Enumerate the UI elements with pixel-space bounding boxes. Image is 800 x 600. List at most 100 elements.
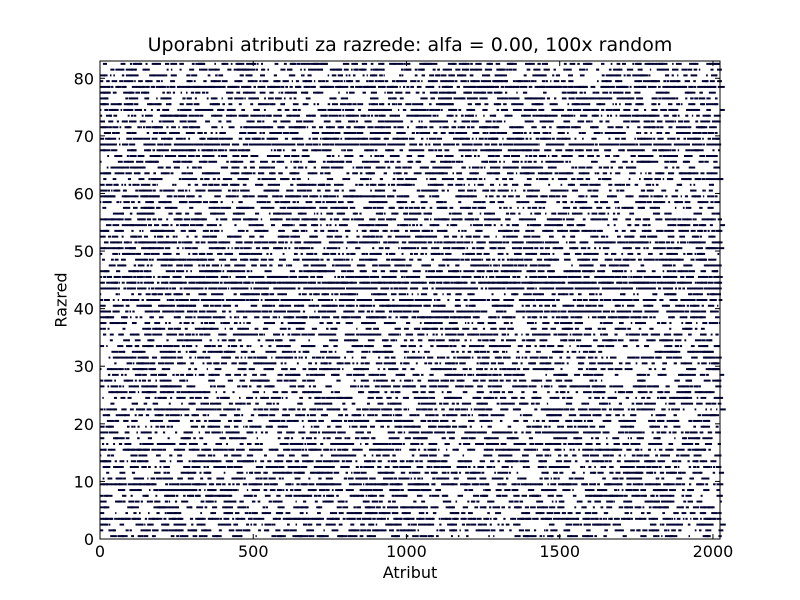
heatmap-cell — [578, 448, 580, 451]
heatmap-cell — [179, 442, 184, 445]
heatmap-cell — [428, 316, 432, 319]
heatmap-cell — [191, 322, 195, 325]
heatmap-cell — [380, 517, 386, 520]
heatmap-cell — [440, 477, 446, 480]
heatmap-cell — [154, 414, 162, 417]
heatmap-cell — [215, 535, 222, 538]
heatmap-cell — [536, 350, 539, 353]
heatmap-cell — [497, 460, 500, 463]
heatmap-cell — [195, 333, 198, 336]
heatmap-cell — [526, 322, 534, 325]
heatmap-cell — [625, 396, 630, 399]
heatmap-cell — [360, 523, 365, 526]
heatmap-cell — [277, 454, 284, 457]
heatmap-cell — [100, 506, 108, 509]
heatmap-cell — [371, 500, 379, 503]
heatmap-cell — [272, 316, 278, 319]
heatmap-cell — [445, 517, 452, 520]
heatmap-cell — [248, 431, 253, 434]
heatmap-row-40 — [100, 304, 719, 307]
heatmap-cell — [504, 489, 511, 492]
heatmap-cell — [618, 454, 622, 457]
heatmap-cell — [356, 299, 363, 301]
heatmap-cell — [106, 494, 113, 497]
heatmap-cell — [304, 299, 311, 301]
heatmap-cell — [131, 350, 138, 353]
heatmap-cell — [412, 373, 420, 376]
heatmap-cell — [278, 477, 282, 480]
heatmap-cell — [549, 494, 554, 497]
heatmap-cell — [312, 385, 317, 388]
heatmap-cell — [513, 379, 517, 382]
heatmap-cell — [415, 327, 421, 330]
heatmap-cell — [513, 293, 519, 296]
heatmap-cell — [302, 425, 305, 428]
heatmap-cell — [516, 448, 521, 451]
heatmap-cell — [122, 299, 126, 301]
heatmap-cell — [302, 310, 306, 313]
heatmap-cell — [327, 431, 332, 434]
heatmap-cell — [697, 471, 702, 474]
heatmap-cell — [371, 477, 376, 480]
heatmap-cell — [611, 483, 619, 486]
heatmap-cell — [364, 333, 372, 336]
heatmap-cell — [590, 437, 594, 440]
heatmap-cell — [531, 425, 539, 428]
heatmap-cell — [154, 419, 157, 422]
heatmap-cell — [265, 350, 270, 353]
heatmap-cell — [548, 419, 552, 422]
heatmap-cell — [456, 408, 461, 411]
heatmap-cell — [289, 379, 294, 382]
heatmap-cell — [134, 373, 142, 376]
heatmap-cell — [113, 408, 116, 411]
heatmap-cell — [598, 448, 602, 451]
heatmap-cell — [675, 356, 682, 359]
heatmap-cell — [629, 471, 634, 474]
heatmap-cell — [572, 494, 577, 497]
heatmap-cell — [311, 471, 315, 474]
heatmap-cell — [392, 299, 395, 301]
heatmap-cell — [158, 362, 165, 365]
heatmap-cell — [384, 385, 391, 388]
heatmap-cell — [631, 454, 636, 457]
heatmap-cell — [309, 287, 317, 290]
heatmap-cell — [316, 483, 323, 486]
heatmap-cell — [326, 517, 334, 520]
heatmap-cell — [276, 333, 281, 336]
heatmap-cell — [430, 448, 437, 451]
heatmap-cell — [195, 310, 197, 313]
heatmap-cell — [547, 414, 555, 417]
heatmap-cell — [639, 391, 645, 394]
heatmap-cell — [690, 517, 692, 520]
heatmap-cell — [622, 419, 629, 422]
heatmap-cell — [318, 419, 324, 422]
heatmap-cell — [263, 391, 266, 394]
heatmap-cell — [626, 466, 630, 469]
heatmap-cell — [635, 316, 641, 319]
heatmap-row-42 — [100, 293, 722, 296]
heatmap-cell — [255, 293, 260, 296]
heatmap-cell — [272, 402, 275, 405]
heatmap-cell — [369, 431, 371, 434]
heatmap-cell — [163, 466, 170, 469]
heatmap-cell — [592, 391, 600, 394]
heatmap-cell — [191, 299, 194, 301]
heatmap-cell — [366, 362, 368, 365]
heatmap-cell — [271, 448, 279, 451]
heatmap-cell — [428, 391, 435, 394]
heatmap-cell — [473, 477, 477, 480]
heatmap-cell — [445, 345, 449, 348]
heatmap-cell — [546, 512, 554, 515]
heatmap-cell — [253, 310, 261, 313]
heatmap-cell — [108, 460, 112, 463]
heatmap-cell — [106, 517, 113, 520]
heatmap-cell — [405, 316, 408, 319]
heatmap-cell — [275, 500, 279, 503]
heatmap-cell — [269, 293, 275, 296]
heatmap-cell — [396, 304, 403, 307]
heatmap-cell — [289, 494, 293, 497]
heatmap-cell — [330, 442, 336, 445]
heatmap-cell — [594, 448, 601, 451]
heatmap-cell — [542, 345, 546, 348]
heatmap-cell — [516, 489, 519, 492]
